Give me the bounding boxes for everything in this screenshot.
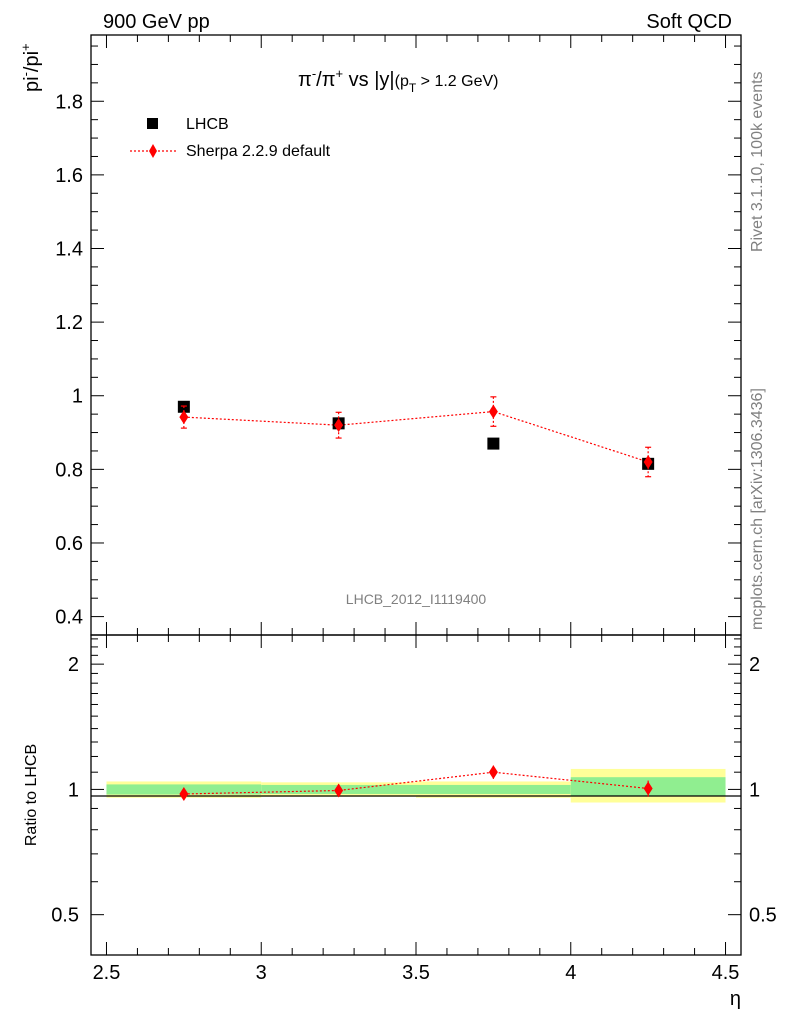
ratio-ytick-label-right: 1: [749, 779, 760, 801]
legend-lhcb-marker: [147, 118, 158, 129]
xtick-label: 4: [565, 962, 576, 984]
sherpa-point: [334, 418, 344, 433]
legend-sherpa-label: Sherpa 2.2.9 default: [186, 143, 331, 160]
main-ylabel: pi-/pi+: [18, 43, 43, 92]
ratio-sherpa-point: [179, 786, 189, 801]
main-title: π-/π+ vs |y|(pT > 1.2 GeV): [298, 66, 498, 95]
main-ytick-label: 1.4: [55, 238, 83, 260]
xtick-label: 3: [256, 962, 267, 984]
ratio-sherpa-point: [488, 765, 498, 780]
main-ytick-label: 1.8: [55, 91, 83, 113]
x-axis-label: η: [730, 988, 741, 1010]
main-panel: 0.4 0.6 0.8 1 1.2 1.4 1.6 1.8 π-/π+ vs |y|(pT >…: [18, 34, 742, 636]
xtick-label: 3.5: [402, 962, 430, 984]
xtick-label: 2.5: [93, 962, 121, 984]
legend-sherpa-marker: [149, 144, 157, 158]
ratio-sherpa-point: [643, 781, 653, 796]
main-ytick-label: 1.6: [55, 165, 83, 187]
sherpa-point: [488, 404, 498, 419]
ratio-band-inner: [416, 784, 571, 794]
ratio-ytick-label-left: 2: [68, 654, 79, 676]
ratio-ytick-label-left: 0.5: [51, 905, 79, 927]
ratio-ytick-label-left: 1: [68, 779, 79, 801]
xtick-label: 4.5: [712, 962, 740, 984]
header-left: 900 GeV pp: [103, 11, 210, 33]
main-ytick-label: 1.2: [55, 312, 83, 334]
main-ytick-label: 1: [72, 386, 83, 408]
lhcb-point: [487, 437, 500, 450]
ratio-ytick-label-right: 0.5: [749, 905, 777, 927]
ratio-sherpa-line: [183, 771, 649, 795]
ratio-ylabel: Ratio to LHCB: [23, 744, 40, 846]
sherpa-point: [643, 454, 653, 469]
analysis-watermark: LHCB_2012_I1119400: [346, 591, 487, 607]
main-ytick-label: 0.8: [55, 459, 83, 481]
ratio-sherpa-point: [334, 783, 344, 798]
sherpa-point: [179, 410, 189, 425]
source-label: mcplots.cern.ch [arXiv:1306.3436]: [749, 388, 766, 630]
ratio-panel: 0.5 0.5 1 1 2 2 2.5 3 3.5 4 4.5 Ratio to LHCB η: [23, 634, 777, 1010]
header-right: Soft QCD: [646, 11, 732, 33]
main-ytick-label: 0.4: [55, 607, 83, 629]
rivet-label: Rivet 3.1.10, 100k events: [749, 71, 766, 252]
legend: LHCB Sherpa 2.2.9 default: [130, 116, 331, 160]
legend-lhcb-label: LHCB: [186, 116, 229, 133]
ratio-ytick-label-right: 2: [749, 654, 760, 676]
main-ytick-label: 0.6: [55, 533, 83, 555]
sherpa-line: [183, 410, 649, 463]
